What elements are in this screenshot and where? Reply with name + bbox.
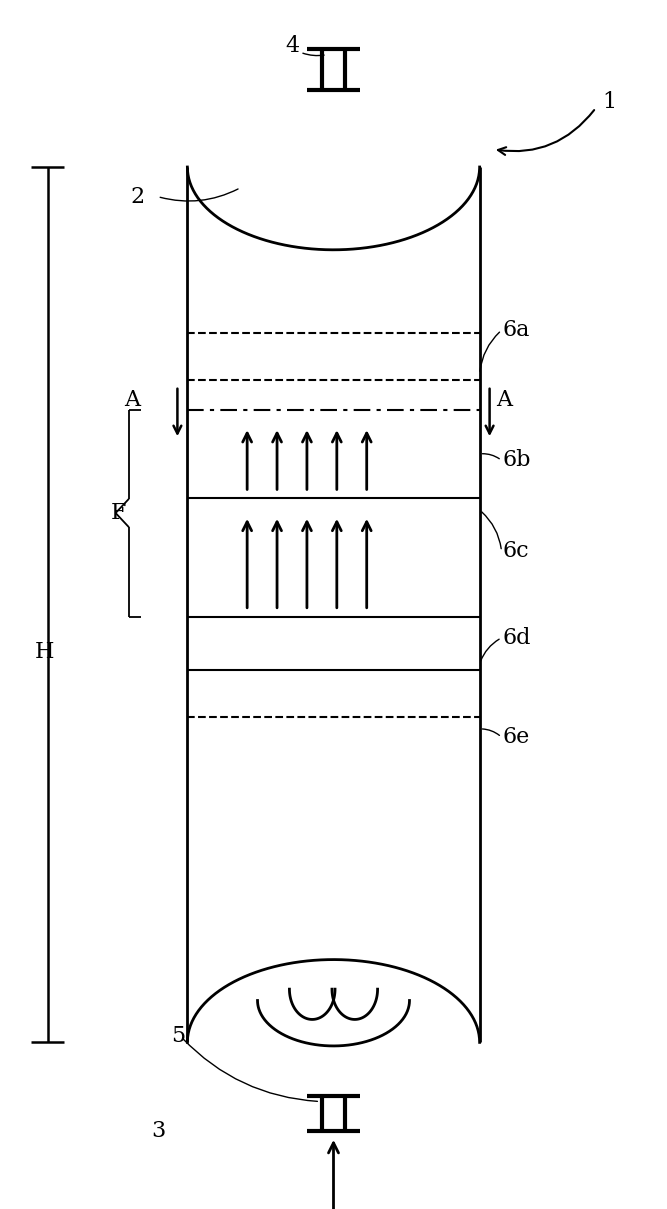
Text: A: A <box>124 389 140 411</box>
Text: 6a: 6a <box>503 319 530 341</box>
Text: H: H <box>35 641 54 663</box>
Text: 6e: 6e <box>503 727 530 748</box>
Text: 6c: 6c <box>503 540 530 562</box>
Text: 6b: 6b <box>503 450 532 472</box>
Text: A: A <box>496 389 512 411</box>
Text: 3: 3 <box>151 1120 165 1143</box>
Text: 2: 2 <box>131 185 145 208</box>
Text: 6d: 6d <box>503 626 532 649</box>
Text: 1: 1 <box>602 91 616 112</box>
Text: 5: 5 <box>171 1025 185 1047</box>
Text: F: F <box>111 502 126 523</box>
Text: 4: 4 <box>285 35 299 57</box>
